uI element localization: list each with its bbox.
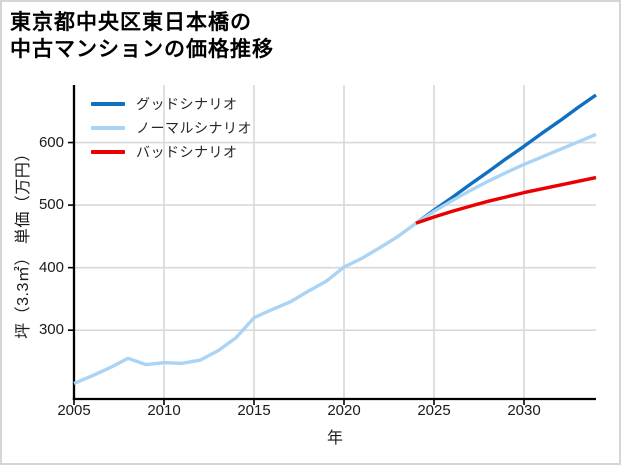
legend-item-bad-scenario: バッドシナリオ: [91, 140, 252, 164]
y-tick-label: 500: [38, 196, 64, 214]
series-line-history: [73, 221, 418, 385]
y-axis-label: 坪（3.3㎡） 単価（万円）: [15, 145, 32, 339]
x-tick-label: 2005: [57, 402, 91, 419]
chart-title-line-2: 中古マンションの価格推移: [10, 38, 274, 61]
legend-swatch-bad-scenario-icon: [91, 150, 125, 154]
x-tick-label: 2015: [237, 402, 271, 419]
legend-label-bad-scenario: バッドシナリオ: [136, 144, 238, 160]
chart-title-line-1: 東京都中央区東日本橋の: [10, 11, 252, 34]
x-tick-label: 2010: [147, 402, 181, 419]
legend-item-good-scenario: グッドシナリオ: [91, 92, 252, 116]
legend-item-normal-scenario: ノーマルシナリオ: [91, 116, 252, 140]
series-line-normal-scenario: [415, 132, 597, 225]
chart-legend: グッドシナリオ ノーマルシナリオ バッドシナリオ: [91, 92, 252, 164]
y-tick-label: 400: [38, 258, 64, 276]
series-line-bad-scenario: [415, 175, 597, 225]
series-line-good-scenario: [414, 93, 597, 225]
chart-title: 東京都中央区東日本橋の 中古マンションの価格推移: [10, 9, 274, 63]
y-tick-label: 600: [38, 133, 64, 151]
x-axis-label: 年: [326, 430, 343, 447]
legend-label-normal-scenario: ノーマルシナリオ: [136, 120, 252, 136]
x-tick-label: 2020: [327, 402, 361, 419]
y-tick-label: 300: [38, 321, 64, 339]
legend-label-good-scenario: グッドシナリオ: [136, 96, 238, 112]
legend-swatch-normal-scenario-icon: [91, 126, 125, 130]
x-tick-label: 2030: [507, 402, 541, 419]
x-tick-label: 2025: [417, 402, 451, 419]
legend-swatch-good-scenario-icon: [91, 102, 125, 106]
